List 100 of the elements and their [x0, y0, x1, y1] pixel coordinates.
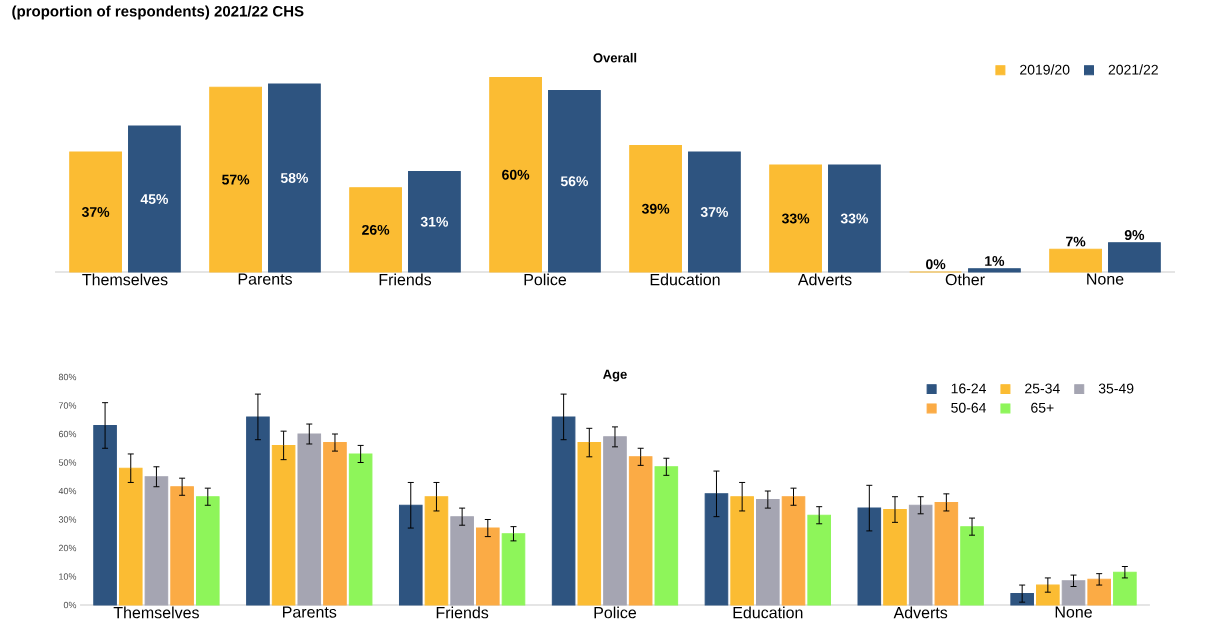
bar [489, 76, 542, 273]
bar [501, 533, 526, 606]
x-tick-label: Parents [283, 606, 337, 618]
bar [704, 493, 729, 606]
bar [883, 509, 907, 606]
x-tick-label: Parents [238, 273, 292, 285]
x-tick-label: Police [594, 606, 637, 619]
bar [577, 442, 602, 606]
legend-label: 2021/22 [1108, 64, 1158, 75]
data-label: 37% [81, 207, 110, 217]
data-label: 58% [280, 173, 309, 183]
bar [603, 436, 627, 606]
legend-label: 16-24 [951, 383, 987, 394]
y-tick-label: 80% [58, 373, 77, 381]
bar [688, 151, 741, 273]
y-tick-label: 40% [58, 487, 77, 495]
bar [209, 86, 262, 273]
y-tick-label: 0% [63, 601, 77, 609]
bar [69, 151, 122, 273]
bar [934, 501, 959, 606]
bar [1113, 571, 1137, 606]
y-tick-label: 70% [58, 402, 77, 409]
bar [551, 416, 576, 606]
bar [968, 268, 1021, 273]
y-tick-label: 10% [59, 573, 77, 580]
data-label: 56% [560, 176, 589, 187]
bar [857, 507, 882, 606]
bar [476, 527, 500, 606]
x-tick-label: Education [733, 606, 803, 619]
bar [781, 496, 806, 606]
bar [323, 442, 347, 606]
x-tick-label: None [1087, 273, 1124, 285]
data-label: 31% [420, 216, 449, 227]
bar [93, 424, 117, 606]
bar [128, 125, 181, 273]
bar [170, 486, 194, 606]
x-tick-label: Adverts [797, 273, 852, 286]
bar [348, 453, 373, 606]
x-tick-label: Adverts [893, 606, 948, 619]
y-tick-label: 50% [58, 459, 77, 466]
text: (proportion of respondents) 2021/22 CHS [12, 5, 304, 20]
data-label: 33% [840, 213, 869, 224]
bar [628, 456, 653, 606]
legend-label: 50-64 [951, 402, 987, 413]
bar [1049, 248, 1102, 273]
bar [246, 416, 270, 606]
data-label: 1% [985, 256, 1005, 266]
bar [408, 170, 461, 273]
x-tick-label: Themselves [113, 606, 199, 619]
legend-label: 25-34 [1025, 383, 1060, 394]
bar [828, 164, 881, 273]
bar [629, 145, 682, 273]
bar [807, 514, 831, 606]
bar [349, 187, 402, 273]
bar [1087, 578, 1111, 606]
data-label: 9% [1124, 230, 1145, 240]
data-label: 37% [700, 207, 729, 217]
legend-label: 65+ [1031, 402, 1054, 413]
x-tick-label: Education [650, 273, 720, 286]
bar [118, 467, 143, 606]
bar [548, 89, 601, 273]
bar [398, 504, 423, 606]
x-tick-label: Friends [436, 606, 489, 619]
bar [756, 499, 780, 606]
bar [268, 83, 321, 273]
bar [271, 444, 296, 606]
x-tick-label: Friends [379, 273, 432, 286]
data-label: 57% [222, 174, 250, 185]
bar [1036, 584, 1060, 606]
bar [960, 526, 984, 606]
data-label: 26% [362, 224, 390, 235]
data-label: 0% [926, 259, 946, 270]
bar [730, 496, 754, 606]
bar [1010, 593, 1034, 606]
data-label: 45% [140, 194, 169, 204]
bar [1061, 580, 1086, 606]
data-label: 33% [781, 213, 810, 224]
x-tick-label: Other [945, 273, 985, 286]
data-label: 39% [641, 203, 670, 214]
x-tick-label: None [1055, 606, 1092, 618]
bar [654, 466, 679, 606]
chart-title: Overall [593, 52, 637, 63]
bar [450, 516, 474, 606]
bar [424, 496, 449, 606]
y-tick-label: 60% [58, 430, 77, 438]
bar [195, 496, 220, 606]
chart-title: Age [603, 369, 627, 382]
legend-label: 2019/20 [1020, 64, 1070, 75]
data-label: 7% [1066, 236, 1086, 247]
y-tick-label: 20% [58, 544, 77, 552]
legend-label: 35-49 [1098, 383, 1134, 394]
data-label: 60% [502, 169, 530, 180]
y-tick-label: 30% [58, 516, 77, 523]
bar [1108, 242, 1161, 273]
bar [769, 164, 822, 273]
bar [908, 504, 933, 606]
bar [297, 433, 322, 606]
bar [144, 476, 169, 606]
x-tick-label: Police [524, 273, 567, 286]
x-tick-label: Themselves [82, 273, 168, 286]
